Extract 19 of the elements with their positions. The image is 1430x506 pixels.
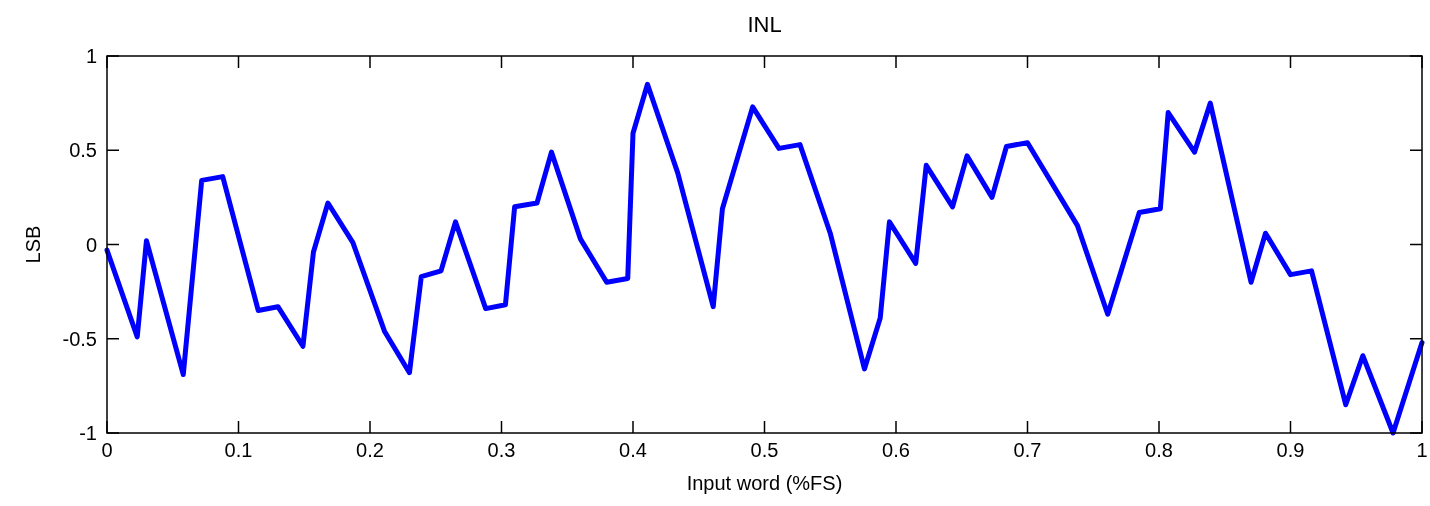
x-tick-label: 0.6 (882, 439, 910, 461)
x-tick-label: 0.8 (1145, 439, 1173, 461)
x-tick-label: 0.5 (750, 439, 779, 461)
chart-title: INL (747, 12, 782, 37)
x-axis-title: Input word (%FS) (686, 472, 843, 494)
y-tick-label: -1 (79, 422, 97, 444)
x-tick-label: 0.7 (1013, 439, 1042, 461)
y-tick-label: 1 (85, 45, 97, 67)
x-tick-label: 1 (1416, 439, 1428, 461)
x-tick-label: 0.1 (224, 439, 253, 461)
y-tick-label: 0 (85, 233, 97, 256)
x-tick-label: 0.3 (487, 439, 516, 461)
x-tick-label: 0.2 (356, 439, 384, 461)
y-tick-label: 0.5 (69, 139, 97, 162)
x-tick-label: 0.9 (1276, 439, 1305, 461)
y-axis-title: LSB (22, 225, 44, 264)
x-tick-label: 0 (101, 439, 113, 461)
x-tick-label: 0.4 (619, 439, 647, 461)
y-tick-label: -0.5 (62, 327, 97, 350)
